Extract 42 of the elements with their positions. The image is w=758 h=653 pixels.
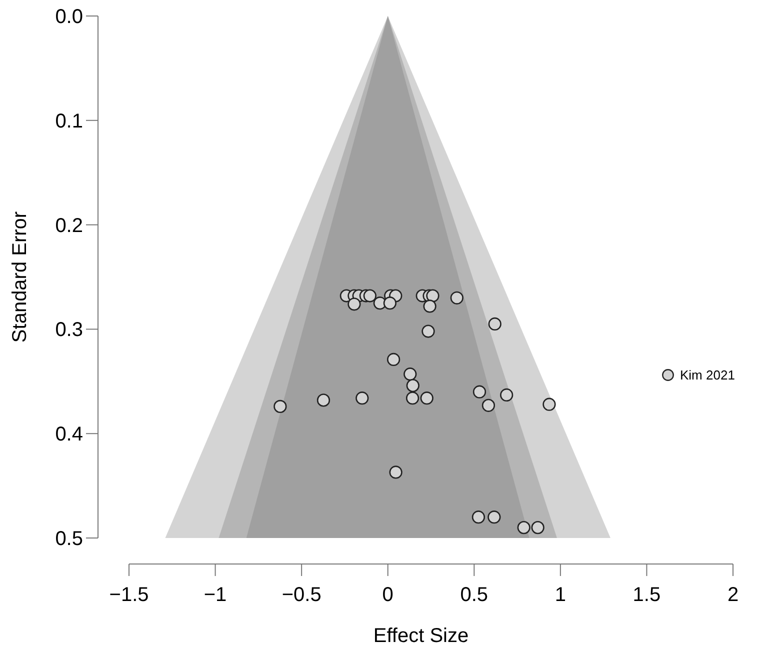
- point: [383, 296, 396, 310]
- x-axis-title: Effect Size: [373, 625, 469, 647]
- point: [423, 300, 436, 313]
- point: [450, 291, 464, 304]
- point: [426, 289, 440, 302]
- y-tick-label: 0.0: [55, 6, 83, 28]
- point: [422, 324, 435, 338]
- point: [348, 298, 361, 311]
- x-tick-label: −1: [204, 584, 227, 606]
- point: [363, 289, 376, 302]
- point: [472, 510, 486, 524]
- y-tick-label: 0.2: [55, 214, 83, 237]
- y-tick-label: 0.5: [55, 528, 83, 550]
- y-axis-title: Standard Error: [9, 211, 31, 343]
- x-tick-label: 0: [382, 584, 394, 606]
- point: [517, 521, 530, 534]
- point: [542, 398, 556, 411]
- point: [389, 466, 402, 479]
- point: [420, 392, 434, 405]
- point: [472, 385, 486, 398]
- point: [356, 392, 369, 405]
- y-tick-label: 0.1: [55, 110, 83, 132]
- point: [406, 379, 420, 392]
- point: [488, 510, 501, 524]
- x-tick-label: 1: [554, 584, 566, 606]
- x-tick-label: 1.5: [632, 584, 661, 606]
- point: [406, 392, 420, 405]
- y-tick-label: 0.4: [55, 424, 83, 446]
- point: [531, 521, 544, 534]
- x-tick-label: 2: [727, 584, 739, 606]
- point: [500, 388, 514, 402]
- point: [482, 398, 496, 412]
- legend-label: Kim 2021: [680, 368, 735, 383]
- y-tick-label: 0.3: [55, 319, 83, 342]
- point: [386, 352, 400, 366]
- x-tick-label: 0.5: [460, 584, 488, 606]
- point: [404, 368, 417, 381]
- point: [316, 394, 330, 407]
- x-tick-label: −1.5: [109, 584, 149, 606]
- point: [488, 317, 502, 331]
- point: [274, 400, 287, 414]
- x-tick-label: −0.5: [282, 584, 322, 606]
